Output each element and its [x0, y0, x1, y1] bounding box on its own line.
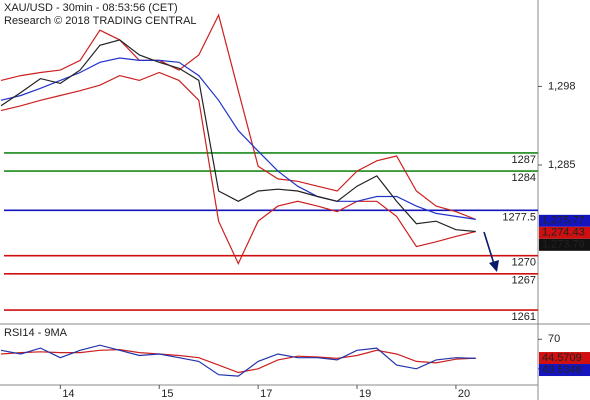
- y-tick-label: 1,285: [548, 159, 576, 171]
- price-tag-label: 43.5348: [542, 364, 582, 376]
- level-label: 1267: [512, 275, 536, 287]
- x-tick-label: 15: [161, 388, 173, 400]
- forecast-arrowhead: [489, 260, 499, 272]
- forecast-arrow: [483, 231, 495, 265]
- price-tag: [539, 364, 590, 377]
- level-label: 1284: [512, 172, 536, 184]
- series-line: [0, 71, 476, 266]
- chart-title: XAU/USD - 30min - 08:53:56 (CET): [4, 2, 178, 14]
- level-label: 1261: [512, 311, 536, 323]
- price-tag-label: 1,273.79: [542, 239, 585, 251]
- level-label: 1277.5: [502, 211, 536, 223]
- level-label: 1270: [512, 257, 536, 269]
- price-tag: [539, 226, 590, 239]
- level-label: 1287: [512, 154, 536, 166]
- x-tick-label: 17: [260, 388, 272, 400]
- price-tag-label: 1,275.77: [542, 215, 585, 227]
- y-tick-label: 1,298: [548, 80, 576, 92]
- series-line: [0, 39, 476, 233]
- price-tag: [539, 352, 590, 365]
- y-tick-label: 70: [548, 333, 560, 345]
- price-tag-label: 44.5709: [542, 352, 582, 364]
- panel-title: RSI14 - 9MA: [4, 327, 68, 339]
- x-tick-label: 19: [359, 388, 371, 400]
- series-line: [0, 348, 476, 374]
- x-tick-label: 20: [458, 388, 470, 400]
- series-line: [0, 344, 476, 377]
- price-tag: [539, 214, 590, 227]
- price-tag-label: 1,274.43: [542, 227, 585, 239]
- price-tag: [539, 238, 590, 251]
- series-line: [0, 13, 476, 220]
- series-line: [0, 57, 476, 220]
- x-tick-label: 14: [62, 388, 74, 400]
- chart-subtitle: Research © 2018 TRADING CENTRAL: [4, 15, 197, 27]
